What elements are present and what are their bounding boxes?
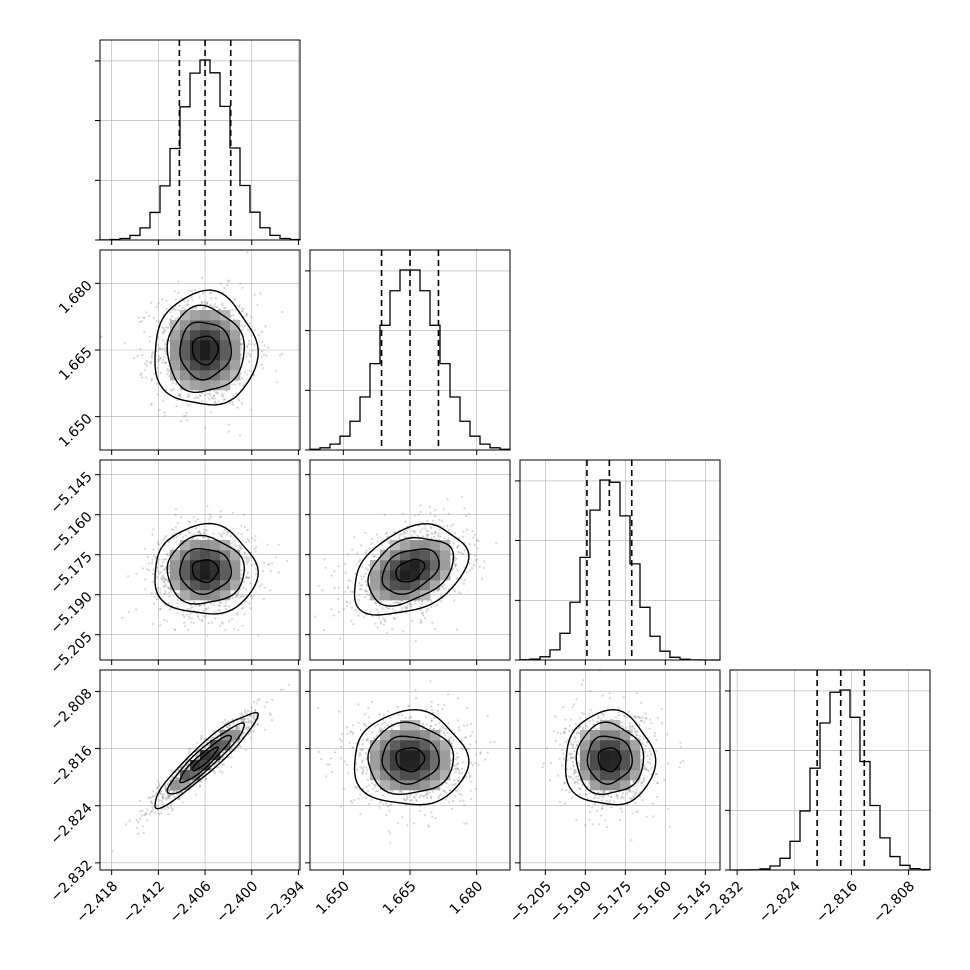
scatter-panel-0-3 — [95, 669, 301, 875]
scatter-panel-0-2 — [95, 459, 301, 665]
x-tick-label: 1.650 — [313, 878, 353, 918]
contour-0 — [597, 747, 622, 773]
x-tick-label: −2.824 — [756, 878, 804, 926]
x-tick-label: −2.816 — [813, 878, 861, 926]
contour-3 — [564, 708, 657, 806]
histogram-2 — [519, 479, 721, 661]
scatter-panel-0-1 — [95, 249, 301, 455]
contour-3 — [353, 522, 470, 616]
contour-0 — [191, 335, 219, 366]
contour-1 — [381, 548, 440, 595]
contour-1 — [179, 734, 232, 784]
contour-2 — [575, 721, 645, 795]
contour-2 — [166, 722, 246, 795]
y-tick-label: −5.145 — [48, 469, 96, 517]
contour-2 — [367, 721, 455, 795]
x-tick-label: −2.406 — [167, 878, 215, 926]
density-cells — [580, 720, 641, 791]
x-tick-label: −2.412 — [120, 878, 168, 926]
x-tick-label: −5.190 — [547, 878, 595, 926]
histogram-panel-0 — [95, 39, 301, 245]
x-tick-label: −5.175 — [587, 878, 635, 926]
y-tick-label: −5.175 — [48, 549, 96, 597]
y-tick-label: −5.205 — [48, 629, 96, 677]
x-tick-label: 1.665 — [380, 878, 420, 918]
density-cells — [170, 540, 241, 601]
contour-3 — [353, 708, 470, 806]
x-tick-label: −2.808 — [870, 878, 918, 926]
x-tick-label: −2.394 — [260, 878, 308, 926]
panel-frame — [99, 39, 301, 241]
histogram-panel-3 — [725, 669, 931, 875]
density-cells — [370, 720, 451, 791]
contour-1 — [586, 735, 633, 785]
panel-frame — [729, 669, 931, 871]
y-tick-label: 1.650 — [56, 411, 96, 451]
x-tick-label: −2.418 — [73, 878, 121, 926]
contour-1 — [381, 735, 440, 785]
histogram-0 — [99, 59, 301, 241]
histogram-panel-2 — [515, 459, 721, 665]
y-tick-label: −2.832 — [48, 857, 96, 905]
contour-2 — [367, 536, 455, 607]
histogram-panel-1 — [305, 249, 511, 455]
scatter-panel-1-2 — [305, 459, 511, 665]
contour-0 — [191, 746, 219, 772]
panel-frame — [99, 669, 301, 871]
contour-0 — [395, 747, 426, 773]
x-tick-label: 1.680 — [447, 878, 487, 918]
y-tick-label: −2.808 — [48, 686, 96, 734]
contour-0 — [191, 559, 219, 584]
panel-frame — [519, 669, 721, 871]
histogram-3 — [729, 689, 931, 871]
panel-frame — [99, 459, 301, 661]
y-tick-label: 1.680 — [56, 278, 96, 318]
y-tick-label: −2.824 — [48, 800, 96, 848]
contour-3 — [154, 289, 259, 406]
panel-frame — [519, 459, 721, 661]
x-tick-label: −2.400 — [213, 878, 261, 926]
scatter-panel-2-3 — [515, 669, 721, 875]
y-tick-label: −5.190 — [48, 589, 96, 637]
contour-1 — [179, 548, 232, 596]
contour-2 — [166, 534, 246, 605]
contour-3 — [154, 711, 259, 810]
y-tick-label: −5.160 — [48, 509, 96, 557]
x-tick-label: −5.205 — [507, 878, 555, 926]
contour-2 — [166, 304, 246, 393]
scatter-panel-1-3 — [305, 669, 511, 875]
contour-0 — [395, 558, 426, 583]
y-tick-label: 1.665 — [56, 344, 96, 384]
x-tick-label: −5.160 — [627, 878, 675, 926]
contour-1 — [179, 321, 232, 381]
contour-3 — [154, 522, 259, 615]
y-tick-label: −2.816 — [48, 743, 96, 791]
